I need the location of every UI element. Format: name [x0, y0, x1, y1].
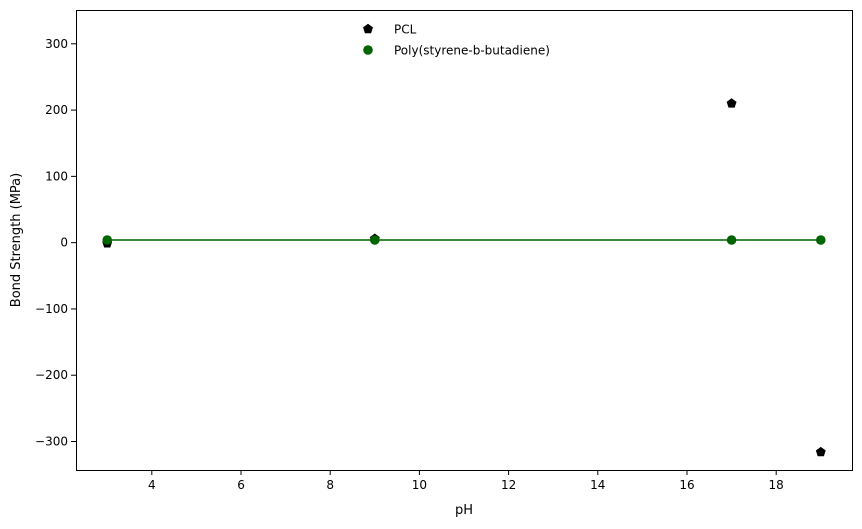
x-tick-label: 12	[501, 478, 516, 492]
y-tick-label: 0	[60, 236, 68, 250]
legend-entry: PCL	[363, 23, 417, 37]
legend: PCL Poly(styrene-b-butadiene)	[363, 23, 550, 58]
data-point	[726, 235, 737, 245]
series-0	[102, 98, 826, 457]
y-ticks: 300 200 100 0 −100 −200 −300	[35, 37, 76, 448]
x-tick-label: 14	[590, 478, 605, 492]
x-tick-label: 4	[148, 478, 156, 492]
data-point	[370, 235, 380, 245]
legend-marker	[363, 45, 373, 55]
series-1	[102, 235, 826, 245]
marks-layer	[102, 98, 826, 457]
legend-marker	[363, 23, 373, 34]
x-tick-label: 16	[679, 478, 694, 492]
data-point	[726, 98, 737, 108]
data-point	[102, 235, 113, 245]
plot-frame	[76, 10, 853, 471]
y-tick-label: −300	[35, 434, 68, 448]
x-axis-label: pH	[455, 503, 473, 518]
y-tick-label: 300	[45, 37, 68, 51]
legend-label: PCL	[394, 23, 417, 37]
x-tick-label: 10	[412, 478, 427, 492]
y-tick-label: 100	[45, 169, 68, 183]
x-tick-label: 18	[769, 478, 784, 492]
x-tick-label: 8	[326, 478, 334, 492]
data-point	[815, 235, 826, 245]
legend-label: Poly(styrene-b-butadiene)	[394, 44, 550, 58]
x-tick-label: 6	[237, 478, 245, 492]
data-point	[815, 446, 826, 457]
y-tick-label: −200	[35, 368, 68, 382]
y-tick-label: 200	[45, 103, 68, 117]
legend-entry: Poly(styrene-b-butadiene)	[363, 44, 550, 58]
x-ticks: 4 6 8 10 12 14 16 18	[148, 470, 784, 492]
y-tick-label: −100	[35, 302, 68, 316]
y-axis-label: Bond Strength (MPa)	[9, 173, 24, 307]
